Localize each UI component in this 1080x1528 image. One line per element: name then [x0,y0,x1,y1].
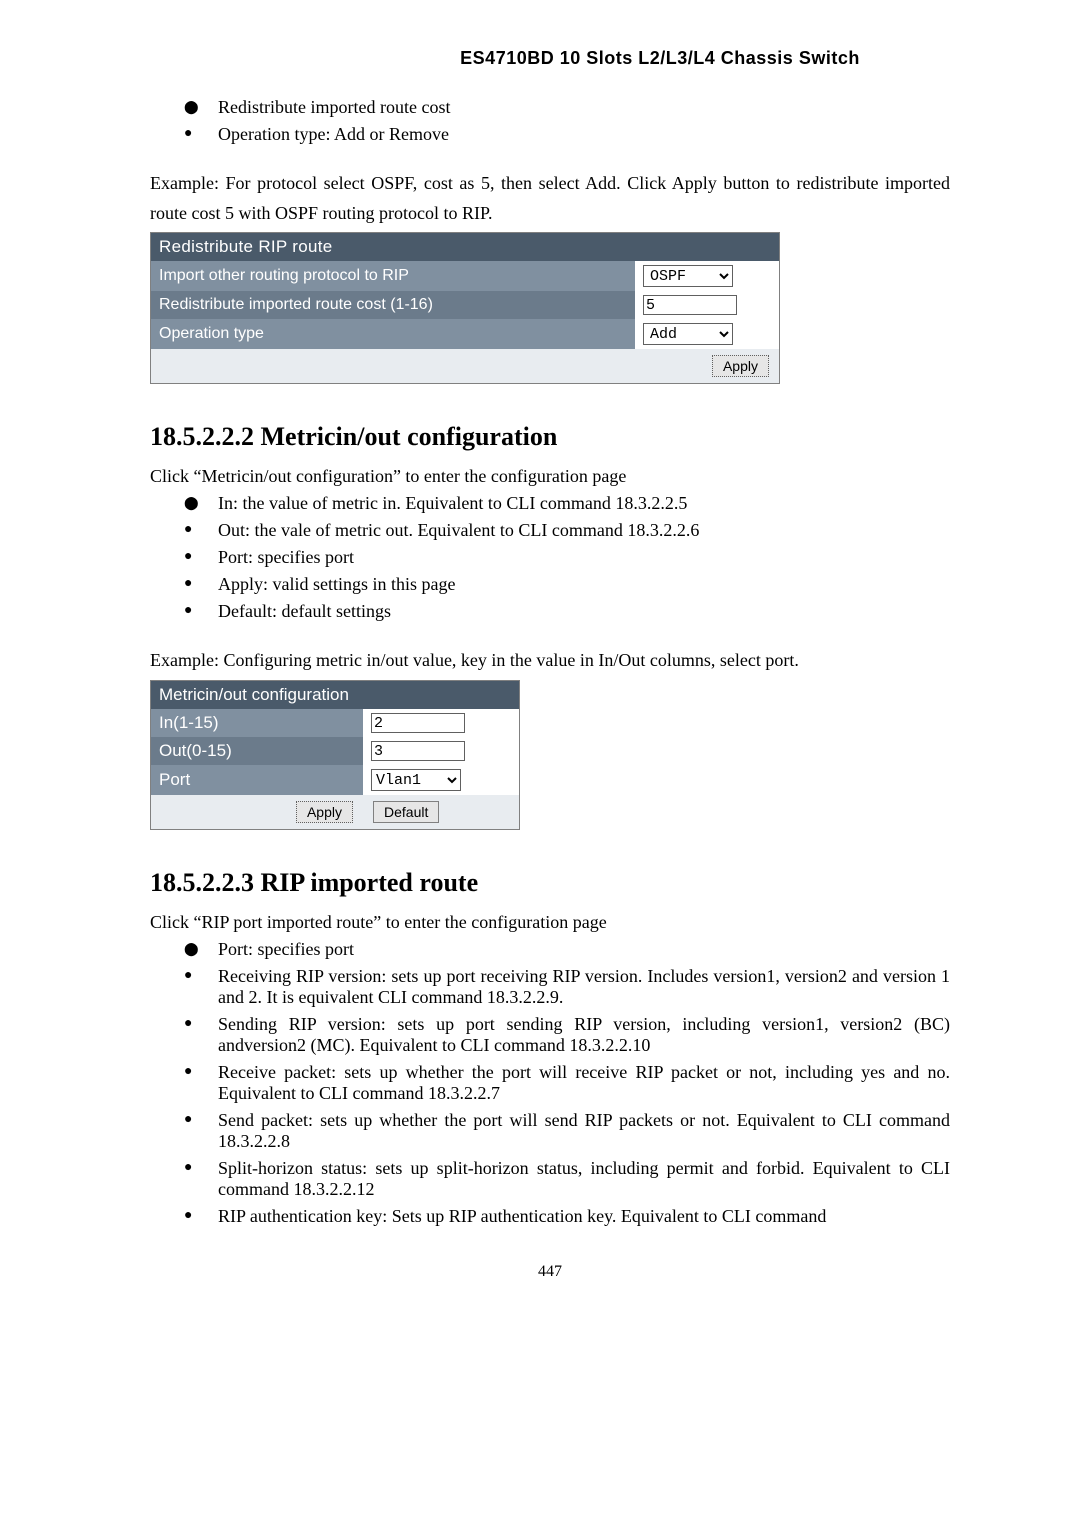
bullet-item: RIP authentication key: Sets up RIP auth… [184,1206,950,1227]
metric-config-table: Metricin/out configuration In(1-15) Out(… [150,680,520,830]
section-1-bullets: In: the value of metric in. Equivalent t… [150,493,950,622]
doc-header: ES4710BD 10 Slots L2/L3/L4 Chassis Switc… [370,48,950,69]
example-paragraph-2: Example: Configuring metric in/out value… [150,646,950,676]
bullet-item: Receive packet: sets up whether the port… [184,1062,950,1104]
metric-apply-button[interactable]: Apply [296,801,353,823]
redistribute-rip-table: Redistribute RIP route Import other rout… [150,232,780,384]
section-1-intro: Click “Metricin/out configuration” to en… [150,466,950,487]
bullet-item: Send packet: sets up whether the port wi… [184,1110,950,1152]
port-select[interactable]: Vlan1 [371,769,461,791]
operation-type-label: Operation type [151,319,636,349]
port-label: Port [151,765,364,795]
in-input[interactable] [371,713,465,733]
bullet-item: Apply: valid settings in this page [184,574,950,595]
bullet-item: Operation type: Add or Remove [184,124,950,145]
bullet-item: Split-horizon status: sets up split-hori… [184,1158,950,1200]
bullet-item: Receiving RIP version: sets up port rece… [184,966,950,1008]
import-protocol-label: Import other routing protocol to RIP [151,261,636,291]
example-paragraph-1: Example: For protocol select OSPF, cost … [150,169,950,228]
out-input[interactable] [371,741,465,761]
bullet-item: Default: default settings [184,601,950,622]
section-2-intro: Click “RIP port imported route” to enter… [150,912,950,933]
out-label: Out(0-15) [151,737,364,765]
operation-type-select[interactable]: Add [643,323,733,345]
bullet-item: Port: specifies port [184,939,950,960]
bullet-item: Sending RIP version: sets up port sendin… [184,1014,950,1056]
import-protocol-select[interactable]: OSPF [643,265,733,287]
bullet-item: Port: specifies port [184,547,950,568]
page-number: 447 [150,1263,950,1281]
apply-button[interactable]: Apply [712,355,769,377]
in-label: In(1-15) [151,709,364,737]
top-bullet-list: Redistribute imported route cost Operati… [150,97,950,145]
bullet-item: Out: the vale of metric out. Equivalent … [184,520,950,541]
metric-title: Metricin/out configuration [151,681,520,710]
bullet-item: Redistribute imported route cost [184,97,950,118]
bullet-item: In: the value of metric in. Equivalent t… [184,493,950,514]
cost-input[interactable] [643,295,737,315]
rip-title: Redistribute RIP route [151,233,780,262]
section-2-bullets: Port: specifies port Receiving RIP versi… [150,939,950,1227]
cost-label: Redistribute imported route cost (1-16) [151,291,636,319]
section-1-heading: 18.5.2.2.2 Metricin/out configuration [150,422,950,452]
metric-default-button[interactable]: Default [373,801,439,823]
section-2-heading: 18.5.2.2.3 RIP imported route [150,868,950,898]
